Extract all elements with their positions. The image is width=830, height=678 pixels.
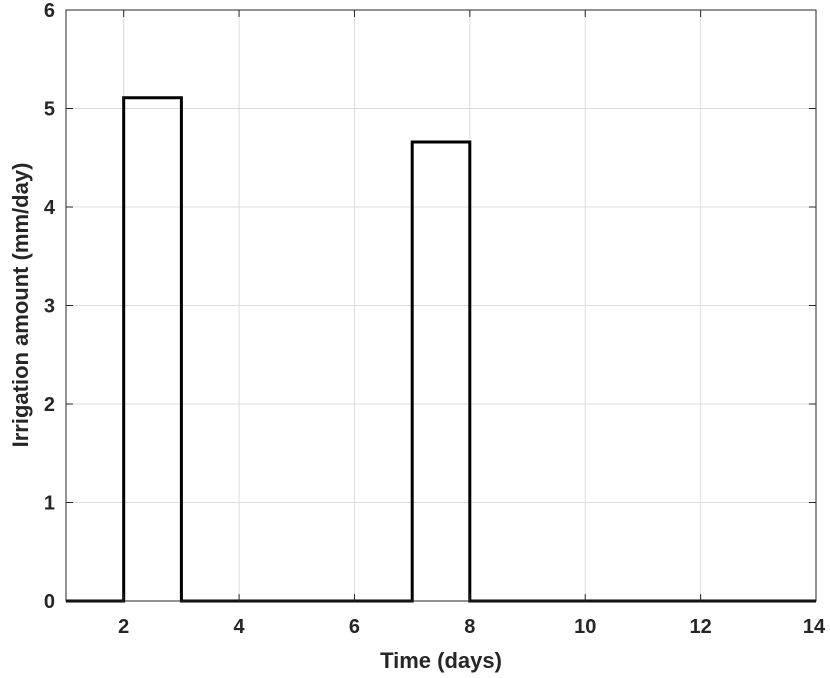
y-tick-label: 5 — [44, 99, 55, 121]
x-axis-label: Time (days) — [380, 648, 502, 673]
y-axis-ticks: 0 1 2 3 4 5 6 — [44, 0, 816, 613]
y-tick-label: 2 — [44, 394, 55, 416]
x-tick-label: 8 — [464, 616, 475, 638]
x-tick-label: 4 — [234, 616, 246, 638]
x-tick-label: 12 — [689, 616, 711, 638]
x-tick-label: 6 — [349, 616, 360, 638]
y-tick-label: 4 — [44, 197, 56, 219]
x-tick-label: 14 — [803, 616, 826, 638]
x-tick-label: 10 — [574, 616, 596, 638]
y-axis-label: Irrigation amount (mm/day) — [8, 163, 33, 448]
y-tick-label: 6 — [44, 0, 55, 22]
y-tick-label: 0 — [44, 591, 55, 613]
x-tick-label: 2 — [118, 616, 129, 638]
y-tick-label: 3 — [44, 296, 55, 318]
y-tick-label: 1 — [44, 493, 55, 515]
x-axis-ticks: 2 4 6 8 10 12 14 — [118, 10, 826, 638]
